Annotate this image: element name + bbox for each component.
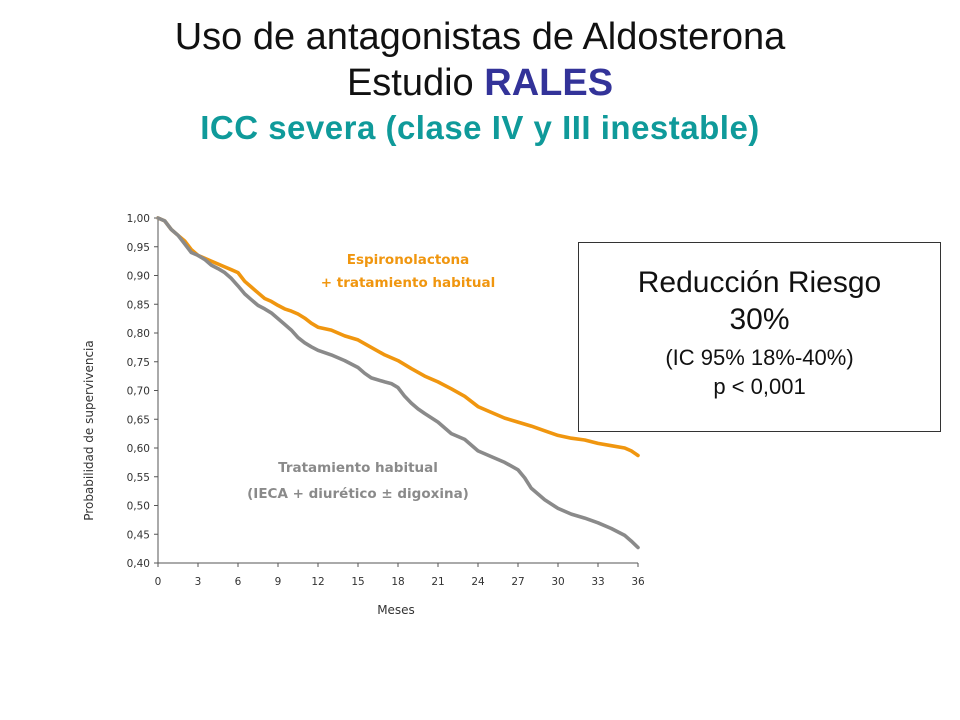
risk-reduction-box: Reducción Riesgo 30% (IC 95% 18%-40%) p … (578, 242, 941, 432)
x-tick-label: 27 (511, 576, 524, 588)
y-tick-label: 0,90 (127, 271, 150, 283)
risk-box-value: 30% (729, 303, 790, 336)
x-axis-title: Meses (377, 603, 415, 617)
spironolactone-label-line2: + tratamiento habitual (321, 275, 496, 291)
title-accent-rales: RALES (484, 62, 614, 104)
x-tick-label: 15 (351, 576, 364, 588)
x-tick-label: 18 (391, 576, 404, 588)
y-tick-label: 0,80 (127, 328, 150, 340)
slide-title-line2: Estudio RALES (0, 60, 960, 106)
x-tick-label: 12 (311, 576, 324, 588)
chart-labels: Meses Probabilidad de supervivencia Espiro… (82, 252, 495, 617)
risk-box-heading: Reducción Riesgo (637, 266, 882, 299)
slide-title-line1: Uso de antagonistas de Aldosterona (174, 16, 786, 58)
y-tick-label: 0,55 (127, 472, 150, 484)
x-tick-label: 21 (431, 576, 444, 588)
x-tick-label: 9 (275, 576, 282, 588)
title-prefix: Estudio (346, 62, 474, 104)
y-tick-label: 0,75 (127, 357, 150, 369)
y-axis-title: Probabilidad de supervivencia (82, 340, 96, 520)
y-tick-label: 0,40 (127, 558, 150, 570)
y-tick-label: 0,60 (127, 443, 150, 455)
x-tick-label: 0 (155, 576, 162, 588)
y-tick-label: 0,65 (127, 414, 150, 426)
y-tick-label: 0,50 (127, 501, 150, 513)
usual-care-label-line1: Tratamiento habitual (278, 460, 438, 476)
y-tick-label: 0,45 (127, 529, 150, 541)
y-tick-label: 1,00 (127, 213, 150, 225)
x-tick-label: 36 (631, 576, 645, 588)
x-tick-label: 30 (551, 576, 564, 588)
usual-care-label-line2: (IECA + diurético ± digoxina) (247, 486, 469, 502)
y-tick-label: 0,85 (127, 299, 150, 311)
y-tick-label: 0,95 (127, 242, 150, 254)
chart-ticks: 0,40 0,45 0,50 0,55 0,60 0,65 0,70 0,75 0,80 0,85… (127, 213, 645, 588)
x-tick-label: 33 (591, 576, 604, 588)
usual-care-line (156, 216, 640, 550)
risk-box-ci: (IC 95% 18%-40%) (665, 345, 854, 370)
title-block: Uso de antagonistas de Aldosterona Estud… (0, 14, 960, 150)
x-tick-label: 3 (195, 576, 202, 588)
spironolactone-label-line1: Espironolactona (347, 252, 470, 268)
slide-subtitle: ICC severa (clase IV y III inestable) (200, 109, 760, 146)
x-tick-label: 24 (471, 576, 485, 588)
chart-series (156, 216, 640, 550)
x-tick-label: 6 (235, 576, 242, 588)
risk-box-pvalue: p < 0,001 (713, 374, 806, 399)
spironolactone-line (156, 216, 640, 458)
y-tick-label: 0,70 (127, 386, 150, 398)
